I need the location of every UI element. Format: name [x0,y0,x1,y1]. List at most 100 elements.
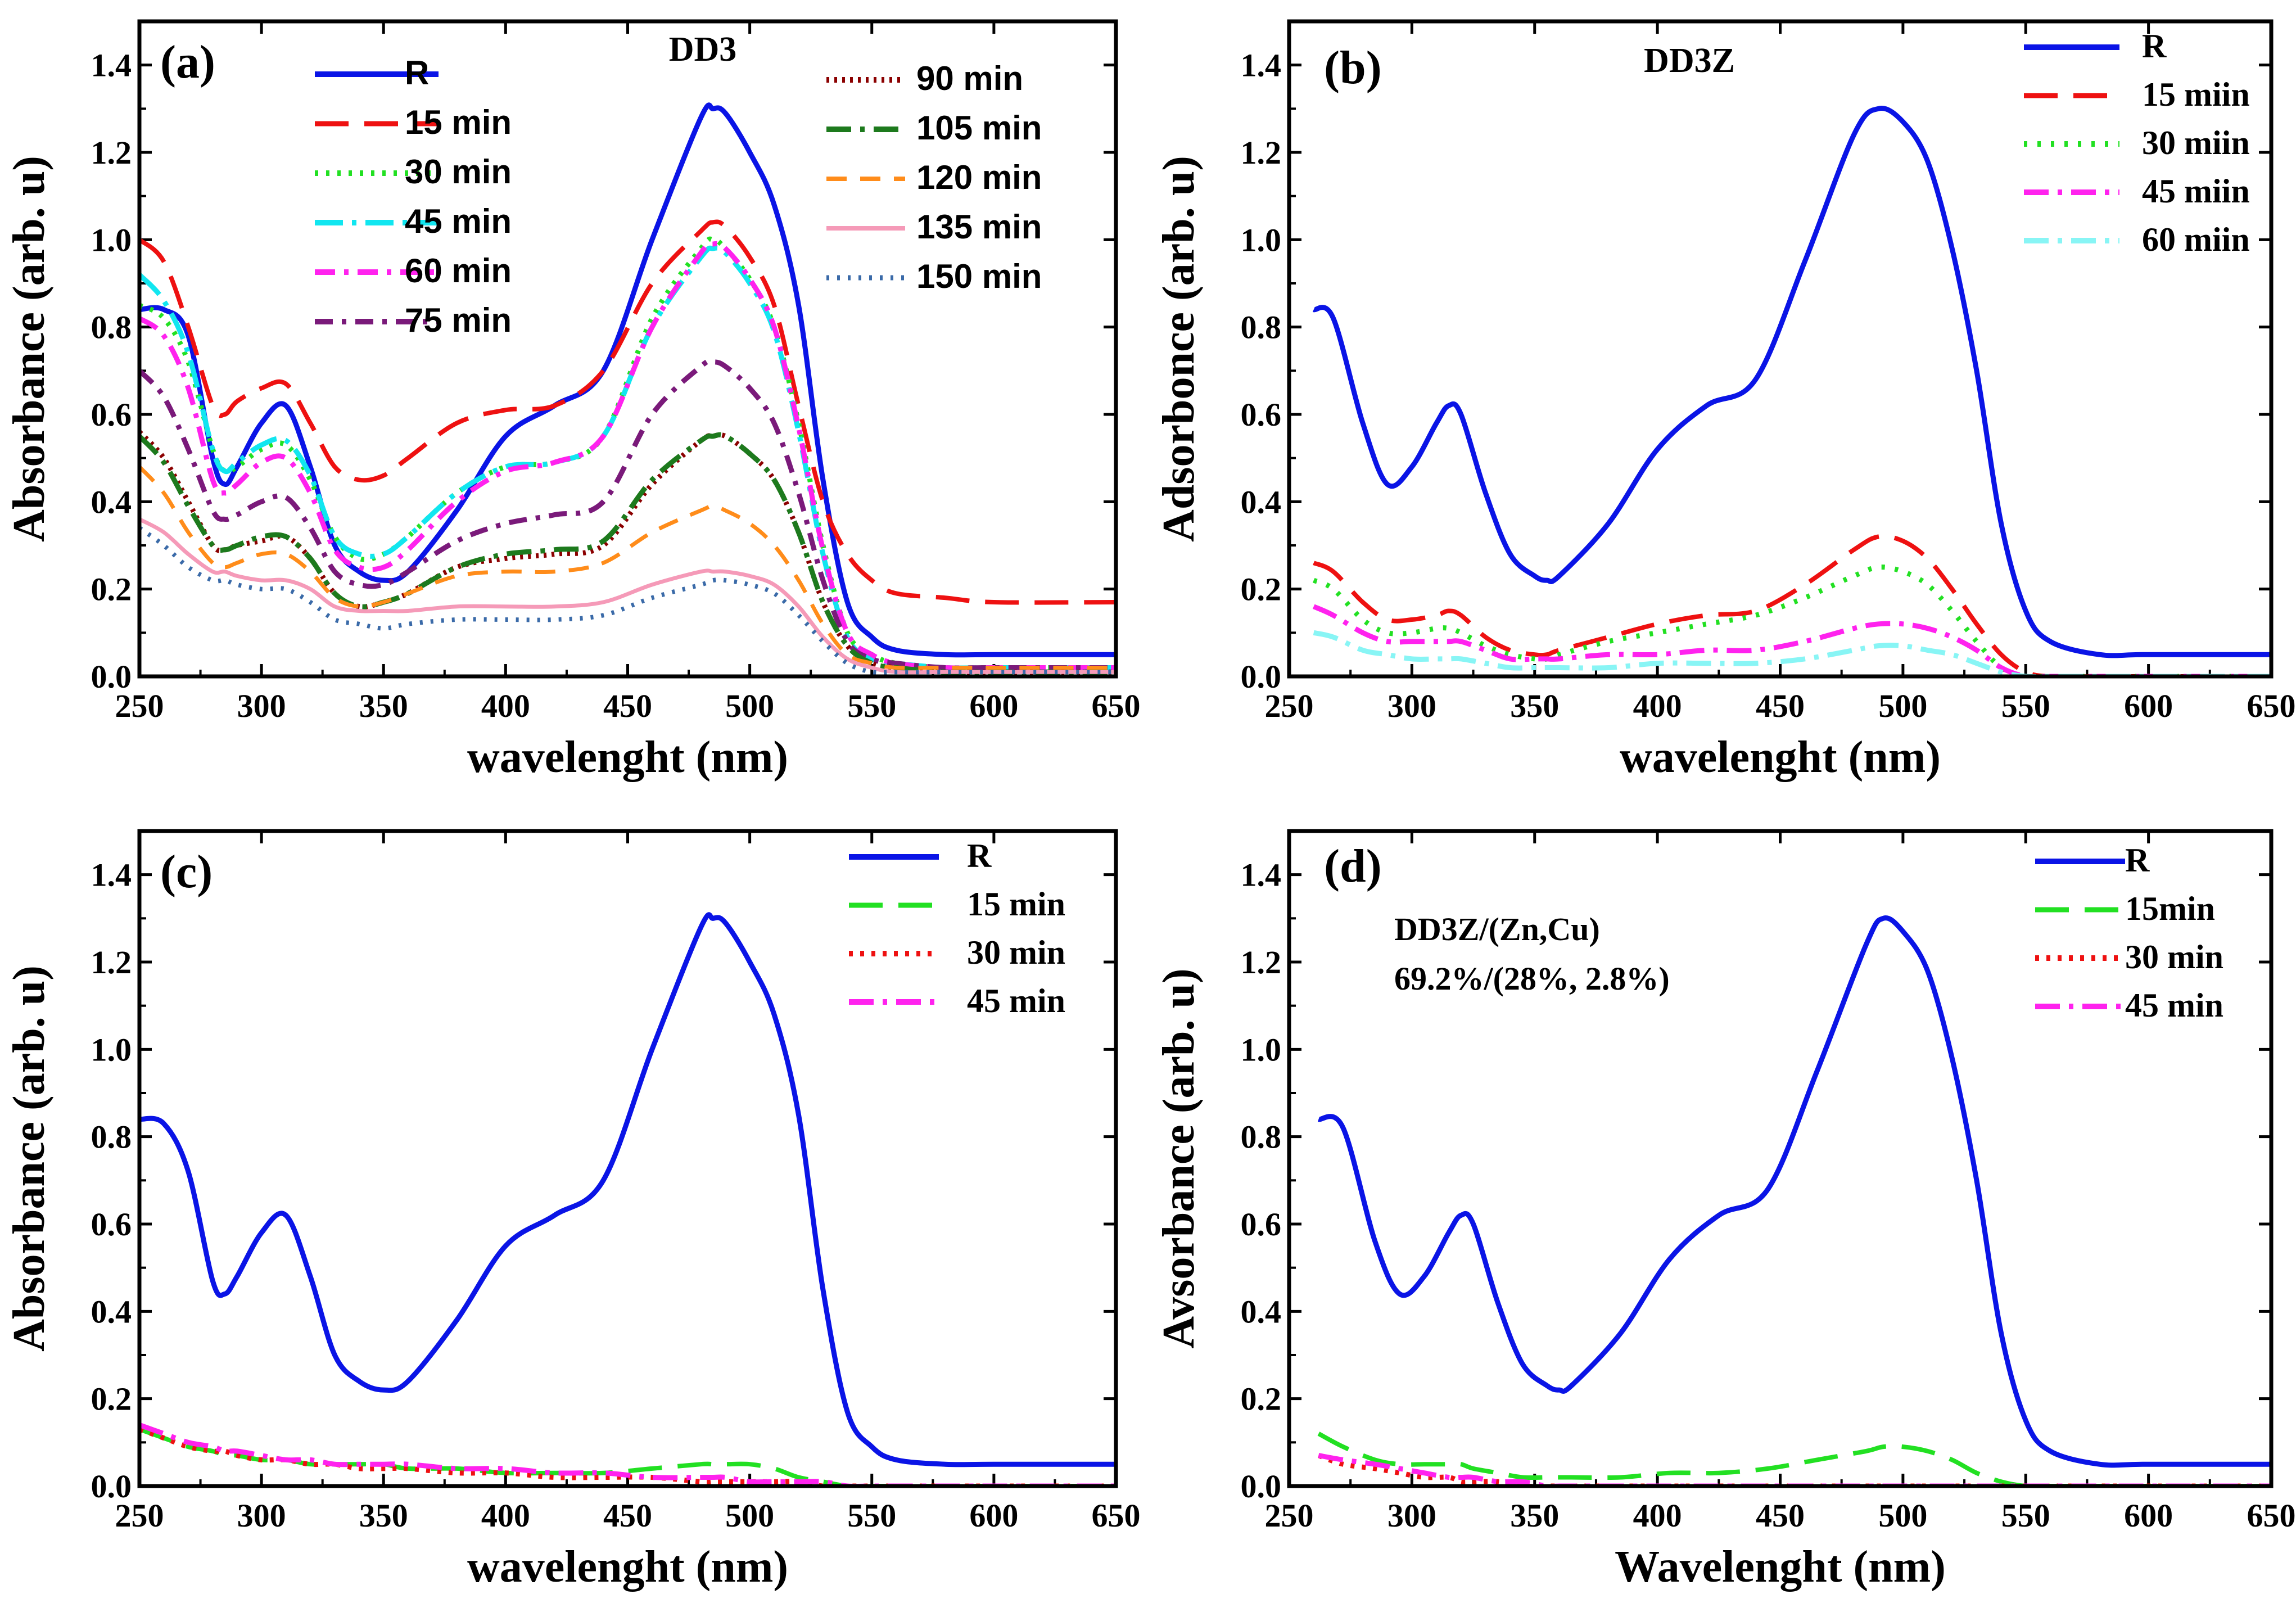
legend-label: R [2125,842,2150,879]
y-tick-label: 0.6 [1241,396,1282,433]
x-tick-label: 550 [847,1497,896,1534]
panel-b: 250 300 350 400 450 500 550 600 650 0.0 0.2 0.4 0.6 0… [1154,19,2296,782]
x-tick-label: 550 [847,688,896,724]
legend-label: 120 min [916,159,1042,196]
x-tick-label: 650 [2247,688,2296,724]
annotation-text: 69.2%/(28%, 2.8%) [1394,960,1670,997]
series-line-90-min [139,430,1116,675]
x-tick-label: 450 [1756,688,1805,724]
legend-label: 60 min [405,252,512,290]
series-line-r [139,102,1116,658]
panel-title: DD3 [669,30,737,69]
x-tick-label: 350 [359,688,408,724]
y-tick-label: 0.2 [91,1381,132,1417]
x-tick-label: 450 [603,1497,652,1534]
y-tick-label: 0.4 [91,484,132,520]
panel-title: DD3Z [1644,42,1735,80]
y-tick-label: 1.2 [1241,134,1282,171]
y-tick-label: 1.2 [91,134,132,171]
panel-tag: (a) [160,36,215,88]
y-tick-label: 1.0 [91,1031,132,1068]
x-tick-label: 650 [1092,1497,1141,1534]
y-tick-label: 1.2 [91,944,132,981]
legend-label: 15 miin [2142,76,2250,113]
x-tick-label: 350 [1510,1497,1559,1534]
x-tick-label: 550 [2001,688,2050,724]
legend-label: 135 min [916,208,1042,246]
series-line-30-min [139,236,1116,671]
legend-label: 60 miin [2142,221,2250,258]
series-line-15-min [139,1427,1116,1486]
plot-frame [1287,829,2274,1488]
x-tick-label: 600 [2124,688,2173,724]
y-tick-label: 0.6 [91,1206,132,1243]
y-tick-label: 1.0 [1241,1031,1282,1068]
x-axis-title: wavelenght (nm) [467,733,788,782]
series-line-60-min [139,241,1116,671]
legend-label: 45 min [2125,987,2223,1024]
panel-c: 250 300 350 400 450 500 550 600 650 0.0 0.2 0.4 0.6 0… [4,829,1141,1592]
legend-label: 30 miin [2142,124,2250,161]
y-tick-label: 1.0 [91,222,132,258]
legend-label: 105 min [916,109,1042,147]
plot-frame [1287,19,2274,679]
legend-label: 15 min [405,103,512,141]
y-tick-label: 0.2 [91,571,132,608]
series-line-r [1312,106,2271,658]
y-tick-label: 0.8 [1241,309,1282,346]
y-tick-label: 0.8 [91,1119,132,1155]
series-group [139,912,1116,1486]
x-tick-label: 400 [481,688,530,724]
y-tick-label: 0.0 [91,658,132,695]
y-axis-title: Absorbance (arb. u) [4,965,54,1352]
x-axis-title: Wavelenght (nm) [1615,1542,1946,1592]
x-tick-label: 250 [115,1497,164,1534]
series-group [1312,106,2271,676]
panel-tag: (d) [1324,840,1382,892]
y-axis-title: Adsorbonce (arb. u) [1154,156,1204,542]
legend-label: 45 miin [2142,173,2250,210]
y-tick-label: 1.2 [1241,944,1282,981]
legend-label: 150 min [916,258,1042,295]
x-axis-title: wavelenght (nm) [1620,733,1941,782]
x-tick-label: 650 [1092,688,1141,724]
legend-label: R [967,837,992,874]
series-line-r [1317,915,2271,1468]
x-tick-label: 500 [725,1497,774,1534]
x-tick-label: 300 [237,688,286,724]
panel-d: 250 300 350 400 450 500 550 600 650 0.0 0.2 0.4 0.6 0… [1154,829,2296,1592]
x-tick-label: 500 [725,688,774,724]
legend-label: 45 min [405,202,512,240]
legend-label: 30 min [967,934,1065,971]
series-line-45-min [139,1423,1116,1486]
y-tick-label: 1.0 [1241,222,1282,258]
x-tick-label: 450 [1756,1497,1805,1534]
y-tick-label: 0.6 [91,396,132,433]
y-tick-label: 0.0 [1241,1468,1282,1505]
series-line-15-min [139,219,1116,605]
y-axis-title: Avsorbance (arb. u) [1154,968,1204,1348]
y-tick-label: 1.4 [1241,47,1282,84]
y-tick-label: 0.0 [91,1468,132,1505]
x-axis-title: wavelenght (nm) [467,1542,788,1592]
x-tick-label: 600 [969,1497,1018,1534]
series-line-105-min [139,432,1116,675]
legend-label: 30 min [2125,938,2223,976]
legend-label: 75 min [405,301,512,339]
legend-label: 30 min [405,153,512,191]
series-line-120-min [139,465,1116,670]
panel-a: 250 300 350 400 450 500 550 600 650 0.0 0.2 0.4 0.6 0… [4,19,1141,782]
x-tick-label: 350 [359,1497,408,1534]
x-tick-label: 650 [2247,1497,2296,1534]
panel-tag: (c) [160,846,213,898]
y-tick-label: 1.4 [91,857,132,893]
y-tick-label: 1.4 [91,47,132,84]
legend-label: R [2142,28,2167,65]
y-tick-label: 0.4 [91,1293,132,1330]
legend-label: 45 min [967,982,1065,1019]
series-line-30-min [1317,1453,2271,1486]
y-tick-label: 0.2 [1241,1381,1282,1417]
series-line-75-min [139,358,1116,671]
series-line-45-miin [1312,604,2271,676]
